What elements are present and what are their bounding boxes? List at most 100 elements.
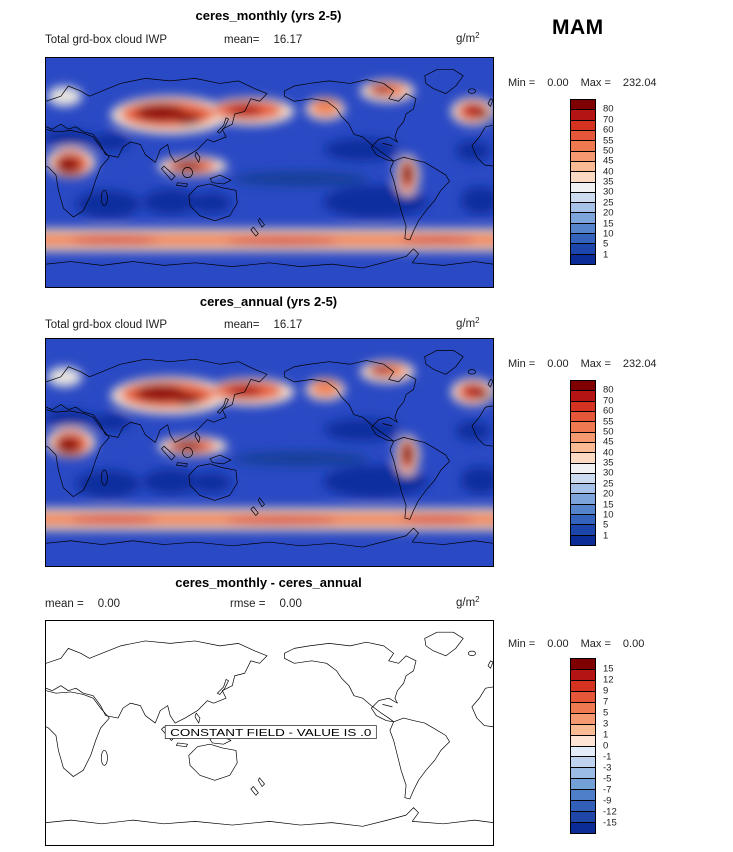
colorbar-segment <box>571 463 595 474</box>
max-label: Max = <box>580 358 611 370</box>
rmse-readout: rmse = 0.00 <box>230 598 302 610</box>
colorbar-segment <box>571 254 595 264</box>
colorbar-segment <box>571 823 595 833</box>
colorbar-tick-label: 10 <box>603 228 614 240</box>
colorbar-tick-label: 50 <box>603 426 614 438</box>
minmax-row: Min = 0.00 Max = 232.04 <box>508 77 657 89</box>
colorbar-tick-label: 1 <box>603 530 609 542</box>
colorbar-swatches <box>570 658 596 834</box>
colorbar-segment <box>571 411 595 423</box>
colorbar-segment <box>571 213 595 224</box>
rmse-value: 0.00 <box>279 598 302 610</box>
units-base: g/m <box>456 33 476 45</box>
colorbar-swatches <box>570 99 596 265</box>
colorbar-segment <box>571 746 595 758</box>
colorbar-tick-label: 30 <box>603 186 614 198</box>
colorbar-tick-label: 0 <box>603 740 609 752</box>
colorbar-segment <box>571 535 595 545</box>
mean-readout: mean= 16.17 <box>224 34 302 46</box>
mean-label: mean= <box>224 319 260 331</box>
mean-value: 16.17 <box>273 34 303 46</box>
units-exponent: 2 <box>475 316 480 325</box>
colorbar-tick-label: 15 <box>603 663 614 675</box>
rmse-label: rmse = <box>230 598 266 610</box>
colorbar-segment <box>571 790 595 802</box>
colorbar-segment <box>571 525 595 536</box>
min-label: Min = <box>508 77 536 89</box>
units-exponent: 2 <box>475 595 480 604</box>
colorbar-tick-label: 80 <box>603 384 614 396</box>
colorbar-segment <box>571 669 595 681</box>
panel-title-ceres-monthly: ceres_monthly (yrs 2-5) <box>195 8 342 23</box>
colorbar-tick-label: 20 <box>603 207 614 219</box>
variable-label: Total grd-box cloud IWP <box>45 319 168 331</box>
colorbar-segment <box>571 680 595 692</box>
colorbar-segment <box>571 515 595 526</box>
colorbar-segment <box>571 110 595 121</box>
colorbar-segment <box>571 223 595 235</box>
minmax-row: Min = 0.00 Max = 0.00 <box>508 638 644 650</box>
map-ceres-annual <box>45 338 494 567</box>
colorbar-segment <box>571 779 595 791</box>
colorbar-segment <box>571 801 595 813</box>
colorbar-segment <box>571 757 595 769</box>
world-map-outline-svg: CONSTANT FIELD - VALUE IS .0 <box>46 621 493 845</box>
colorbar-tick-label: 35 <box>603 176 614 188</box>
colorbar-segment <box>571 401 595 412</box>
colorbar-tick-label: 7 <box>603 696 609 708</box>
colorbar-segment <box>571 659 595 670</box>
max-label: Max = <box>580 638 611 650</box>
variable-label: Total grd-box cloud IWP <box>45 34 168 46</box>
colorbar-segment <box>571 484 595 495</box>
min-value: 0.00 <box>547 638 569 650</box>
map-ceres-monthly <box>45 57 494 288</box>
mean-value: 0.00 <box>97 598 121 610</box>
colorbar-segment <box>571 141 595 152</box>
colorbar-segment <box>571 453 595 464</box>
constant-field-note: CONSTANT FIELD - VALUE IS .0 <box>170 728 372 739</box>
units-label: g/m2 <box>456 316 480 330</box>
min-value: 0.00 <box>547 77 569 89</box>
min-value: 0.00 <box>547 358 569 370</box>
colorbar-segment <box>571 473 595 485</box>
min-label: Min = <box>508 358 536 370</box>
units-exponent: 2 <box>475 31 480 40</box>
colorbar-tick-label: 45 <box>603 436 614 448</box>
colorbar-tick-label: 60 <box>603 405 614 417</box>
panel-title-difference: ceres_monthly - ceres_annual <box>175 575 362 590</box>
colorbar-segment <box>571 151 595 162</box>
colorbar-swatches <box>570 380 596 546</box>
mean-label: mean= <box>224 34 260 46</box>
colorbar-ticks: 80 70 60 55 50 45 40 35 30 25 20 15 10 5 1 <box>603 380 637 546</box>
colorbar-segment <box>571 422 595 433</box>
world-map-svg <box>46 58 493 287</box>
colorbar-tick-label: 1 <box>603 729 609 741</box>
colorbar-tick-label: 70 <box>603 114 614 126</box>
units-label: g/m2 <box>456 31 480 45</box>
colorbar-tick-label: 25 <box>603 197 614 209</box>
colorbar-segment <box>571 172 595 183</box>
colorbar-ticks: 80 70 60 55 50 45 40 35 30 25 20 15 10 5 1 <box>603 99 637 265</box>
minmax-row: Min = 0.00 Max = 232.04 <box>508 358 657 370</box>
colorbar-tick-label: -15 <box>603 817 617 829</box>
mean-label: mean = <box>45 598 84 610</box>
colorbar-tick-label: 1 <box>603 249 609 261</box>
colorbar-tick-label: 5 <box>603 238 609 250</box>
colorbar-tick-label: 70 <box>603 395 614 407</box>
colorbar-segment <box>571 432 595 443</box>
colorbar-segment <box>571 381 595 392</box>
colorbar-tick-label: -3 <box>603 762 612 774</box>
colorbar-tick-label: 55 <box>603 416 614 427</box>
colorbar-segment <box>571 161 595 173</box>
max-label: Max = <box>580 77 611 89</box>
colorbar-segment <box>571 234 595 245</box>
colorbar-tick-label: 45 <box>603 155 614 167</box>
colorbar-segment <box>571 203 595 214</box>
colorbar-tick-label: 10 <box>603 509 614 521</box>
max-value: 232.04 <box>622 77 657 89</box>
colorbar-tick-label: -1 <box>603 751 612 763</box>
colorbar-tick-label: 40 <box>603 166 614 178</box>
colorbar-tick-label: 50 <box>603 145 614 157</box>
colorbar-segment <box>571 244 595 255</box>
